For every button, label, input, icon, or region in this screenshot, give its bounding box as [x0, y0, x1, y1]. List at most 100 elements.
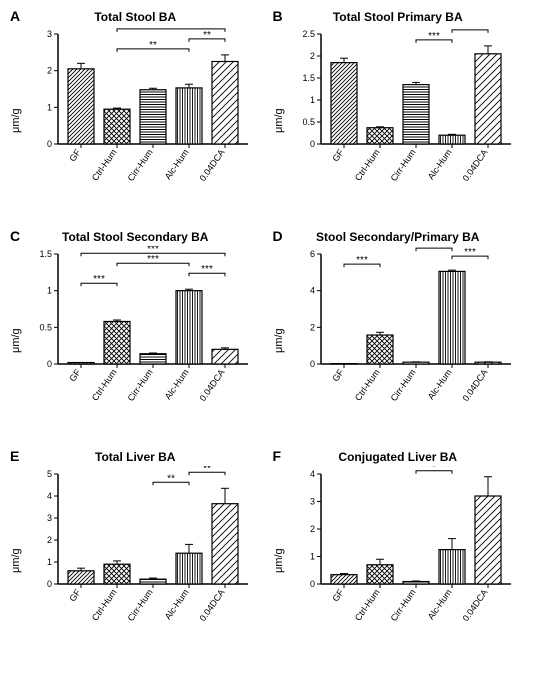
bar [68, 69, 94, 144]
panel-letter: F [273, 448, 282, 464]
x-tick-label: GF [330, 587, 346, 603]
bar [439, 550, 465, 584]
x-tick-label: Cirr-Hum [126, 147, 155, 183]
sig-label: *** [464, 26, 476, 32]
svg-text:5: 5 [47, 469, 52, 479]
x-tick-label: Alc-Hum [425, 587, 453, 621]
bar [475, 496, 501, 584]
panel-C: CTotal Stool Secondary BAμm/g00.511.5GFC… [8, 228, 263, 436]
bar [212, 504, 238, 584]
bar [331, 63, 357, 144]
svg-text:0.5: 0.5 [39, 322, 52, 332]
svg-text:6: 6 [309, 249, 314, 259]
x-tick-label: Ctrl-Hum [352, 147, 381, 182]
x-tick-label: Ctrl-Hum [90, 147, 119, 182]
panel-title: Stool Secondary/Primary BA [271, 228, 526, 244]
panel-letter: D [273, 228, 283, 244]
panel-title: Total Liver BA [8, 448, 263, 464]
svg-text:2: 2 [309, 524, 314, 534]
bar [439, 135, 465, 144]
y-axis-label: μm/g [8, 466, 24, 656]
x-tick-label: GF [330, 147, 346, 163]
panel-A: ATotal Stool BAμm/g0123GFCtrl-HumCirr-Hu… [8, 8, 263, 216]
sig-label: *** [428, 31, 440, 42]
svg-text:2: 2 [47, 66, 52, 76]
sig-label: ** [203, 30, 211, 41]
x-tick-label: GF [67, 367, 83, 383]
svg-text:4: 4 [309, 469, 314, 479]
sig-label: ** [149, 40, 157, 51]
panel-title: Conjugated Liver BA [271, 448, 526, 464]
panel-title: Total Stool Primary BA [271, 8, 526, 24]
svg-text:2: 2 [309, 322, 314, 332]
svg-text:0: 0 [47, 139, 52, 149]
y-axis-label: μm/g [271, 466, 287, 656]
svg-text:0: 0 [309, 359, 314, 369]
panel-letter: B [273, 8, 283, 24]
bar [140, 579, 166, 584]
x-tick-label: Ctrl-Hum [90, 587, 119, 622]
bar [403, 85, 429, 144]
x-tick-label: GF [67, 587, 83, 603]
svg-text:1: 1 [309, 552, 314, 562]
svg-text:2: 2 [309, 51, 314, 61]
bar [367, 128, 393, 144]
sig-label: *** [201, 264, 213, 275]
x-tick-label: Ctrl-Hum [352, 367, 381, 402]
x-tick-label: 0.04DCA [460, 587, 489, 623]
svg-text:2: 2 [47, 535, 52, 545]
sig-label: ** [203, 466, 211, 474]
svg-text:0.5: 0.5 [302, 117, 315, 127]
bar [68, 571, 94, 584]
bar [176, 291, 202, 364]
sig-label: *** [147, 254, 159, 265]
sig-label: * [432, 466, 436, 473]
x-tick-label: Cirr-Hum [388, 147, 417, 183]
sig-label: *** [147, 246, 159, 255]
bar [140, 354, 166, 364]
bar [68, 363, 94, 364]
x-tick-label: Ctrl-Hum [90, 367, 119, 402]
x-tick-label: Alc-Hum [425, 367, 453, 401]
svg-text:0: 0 [309, 579, 314, 589]
bar [403, 582, 429, 584]
bar [367, 565, 393, 584]
bar [212, 349, 238, 364]
bar [104, 564, 130, 584]
x-tick-label: Alc-Hum [163, 147, 191, 181]
bar [176, 553, 202, 584]
x-tick-label: 0.04DCA [197, 587, 226, 623]
x-tick-label: Ctrl-Hum [352, 587, 381, 622]
y-axis-label: μm/g [8, 26, 24, 216]
y-axis-label: μm/g [8, 246, 24, 436]
svg-text:1: 1 [47, 102, 52, 112]
panel-B: BTotal Stool Primary BAμm/g00.511.522.5G… [271, 8, 526, 216]
panel-F: FConjugated Liver BAμm/g01234GFCtrl-HumC… [271, 448, 526, 656]
x-tick-label: Alc-Hum [163, 587, 191, 621]
bar [212, 62, 238, 145]
sig-label: *** [428, 246, 440, 250]
panel-title: Total Stool Secondary BA [8, 228, 263, 244]
bar [331, 575, 357, 584]
sig-label: *** [464, 247, 476, 258]
svg-text:4: 4 [309, 286, 314, 296]
bar [403, 362, 429, 364]
x-tick-label: GF [67, 147, 83, 163]
chart-grid: ATotal Stool BAμm/g0123GFCtrl-HumCirr-Hu… [8, 8, 525, 656]
sig-label: ** [167, 473, 175, 484]
svg-text:1: 1 [309, 95, 314, 105]
x-tick-label: 0.04DCA [460, 147, 489, 183]
svg-text:0: 0 [47, 579, 52, 589]
sig-label: *** [356, 255, 368, 266]
bar [367, 335, 393, 364]
bar [439, 271, 465, 364]
x-tick-label: Cirr-Hum [126, 367, 155, 403]
svg-text:0: 0 [309, 139, 314, 149]
bar [176, 88, 202, 144]
panel-letter: C [10, 228, 20, 244]
x-tick-label: Cirr-Hum [126, 587, 155, 623]
bar [475, 362, 501, 364]
x-tick-label: Alc-Hum [425, 147, 453, 181]
x-tick-label: Cirr-Hum [388, 367, 417, 403]
bar [475, 54, 501, 144]
